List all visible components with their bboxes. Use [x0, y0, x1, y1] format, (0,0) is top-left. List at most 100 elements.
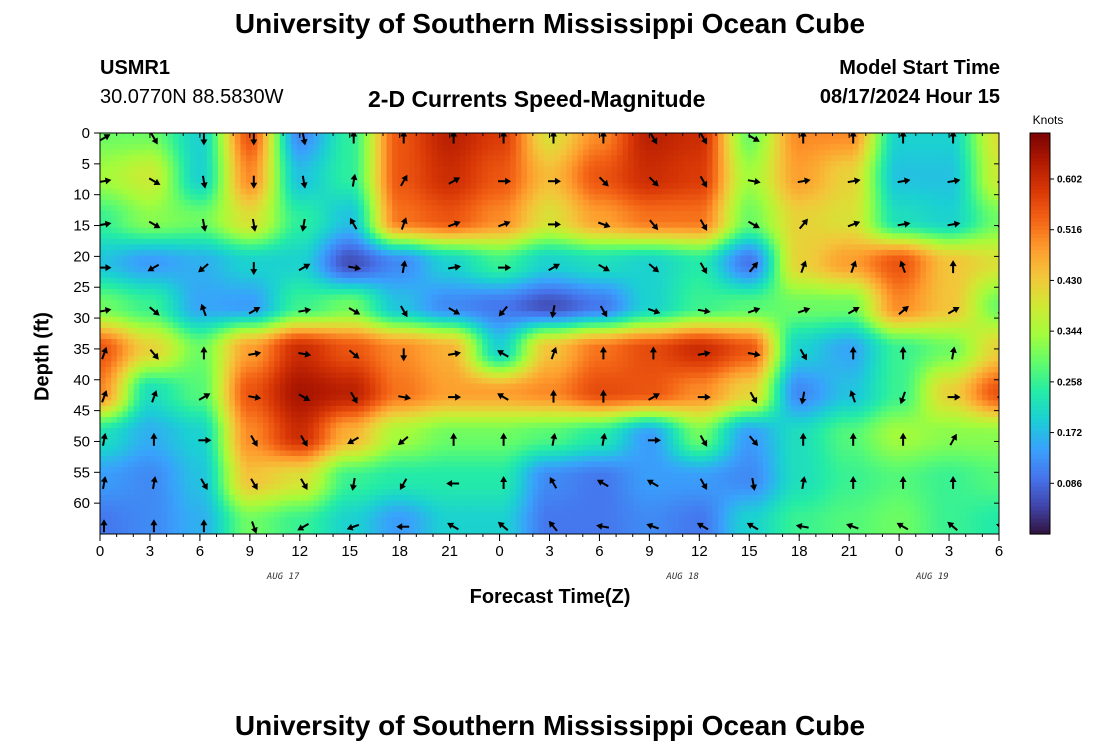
heatmap-cell	[977, 178, 983, 184]
heatmap-cell	[353, 205, 359, 211]
heatmap-cell	[381, 161, 387, 167]
heatmap-cell	[701, 200, 707, 206]
heatmap-cell	[358, 250, 364, 256]
heatmap-cell	[167, 261, 173, 267]
heatmap-cell	[229, 183, 235, 189]
heatmap-cell	[915, 183, 921, 189]
heatmap-cell	[724, 178, 730, 184]
heatmap-cell	[420, 267, 426, 273]
heatmap-cell	[521, 166, 527, 172]
heatmap-cell	[263, 283, 269, 289]
heatmap-cell	[280, 272, 286, 278]
heatmap-cell	[516, 267, 522, 273]
heatmap-cell	[246, 144, 252, 150]
heatmap-cell	[465, 217, 471, 223]
heatmap-cell	[578, 200, 584, 206]
heatmap-cell	[403, 256, 409, 262]
heatmap-cell	[212, 189, 218, 195]
heatmap-cell	[527, 217, 533, 223]
heatmap-cell	[358, 211, 364, 217]
heatmap-cell	[926, 189, 932, 195]
heatmap-cell	[583, 278, 589, 284]
heatmap-cell	[696, 155, 702, 161]
heatmap-cell	[100, 211, 106, 217]
heatmap-cell	[909, 200, 915, 206]
heatmap-cell	[915, 272, 921, 278]
heatmap-cell	[285, 200, 291, 206]
heatmap-cell	[645, 228, 651, 234]
heatmap-cell	[190, 250, 196, 256]
heatmap-cell	[162, 200, 168, 206]
heatmap-cell	[325, 144, 331, 150]
heatmap-cell	[960, 178, 966, 184]
heatmap-cell	[909, 178, 915, 184]
heatmap-cell	[325, 217, 331, 223]
heatmap-cell	[263, 261, 269, 267]
heatmap-cell	[566, 194, 572, 200]
heatmap-cell	[190, 133, 196, 139]
heatmap-cell	[432, 172, 438, 178]
heatmap-cell	[229, 139, 235, 145]
heatmap-cell	[196, 155, 202, 161]
heatmap-cell	[701, 233, 707, 239]
heatmap-cell	[836, 272, 842, 278]
heatmap-cell	[707, 144, 713, 150]
heatmap-cell	[617, 239, 623, 245]
heatmap-cell	[179, 272, 185, 278]
heatmap-cell	[510, 272, 516, 278]
heatmap-cell	[870, 133, 876, 139]
heatmap-cell	[853, 239, 859, 245]
heatmap-cell	[769, 155, 775, 161]
heatmap-cell	[392, 161, 398, 167]
heatmap-cell	[982, 166, 988, 172]
heatmap-cell	[448, 272, 454, 278]
heatmap-cell	[134, 189, 140, 195]
heatmap-cell	[521, 194, 527, 200]
heatmap-cell	[538, 222, 544, 228]
heatmap-cell	[308, 150, 314, 156]
heatmap-cell	[864, 172, 870, 178]
heatmap-cell	[785, 139, 791, 145]
heatmap-cell	[415, 239, 421, 245]
heatmap-cell	[415, 250, 421, 256]
heatmap-cell	[696, 211, 702, 217]
heatmap-cell	[134, 194, 140, 200]
heatmap-cell	[808, 155, 814, 161]
heatmap-cell	[606, 200, 612, 206]
heatmap-cell	[948, 150, 954, 156]
heatmap-cell	[948, 233, 954, 239]
heatmap-cell	[139, 228, 145, 234]
heatmap-cell	[965, 166, 971, 172]
heatmap-cell	[538, 183, 544, 189]
heatmap-cell	[802, 278, 808, 284]
heatmap-cell	[319, 172, 325, 178]
heatmap-cell	[634, 272, 640, 278]
heatmap-cell	[594, 217, 600, 223]
heatmap-cell	[314, 161, 320, 167]
heatmap-cell	[690, 217, 696, 223]
heatmap-cell	[319, 256, 325, 262]
heatmap-cell	[471, 267, 477, 273]
heatmap-cell	[769, 250, 775, 256]
heatmap-cell	[943, 250, 949, 256]
heatmap-cell	[224, 139, 230, 145]
heatmap-cell	[240, 194, 246, 200]
heatmap-cell	[499, 155, 505, 161]
heatmap-cell	[707, 150, 713, 156]
heatmap-cell	[578, 155, 584, 161]
heatmap-cell	[342, 161, 348, 167]
heatmap-cell	[212, 272, 218, 278]
heatmap-cell	[353, 189, 359, 195]
heatmap-cell	[342, 222, 348, 228]
heatmap-cell	[825, 166, 831, 172]
heatmap-cell	[842, 172, 848, 178]
heatmap-cell	[617, 256, 623, 262]
heatmap-cell	[128, 278, 134, 284]
heatmap-cell	[274, 261, 280, 267]
heatmap-cell	[297, 194, 303, 200]
heatmap-cell	[330, 283, 336, 289]
heatmap-cell	[864, 244, 870, 250]
heatmap-cell	[763, 155, 769, 161]
heatmap-cell	[443, 178, 449, 184]
heatmap-cell	[634, 178, 640, 184]
